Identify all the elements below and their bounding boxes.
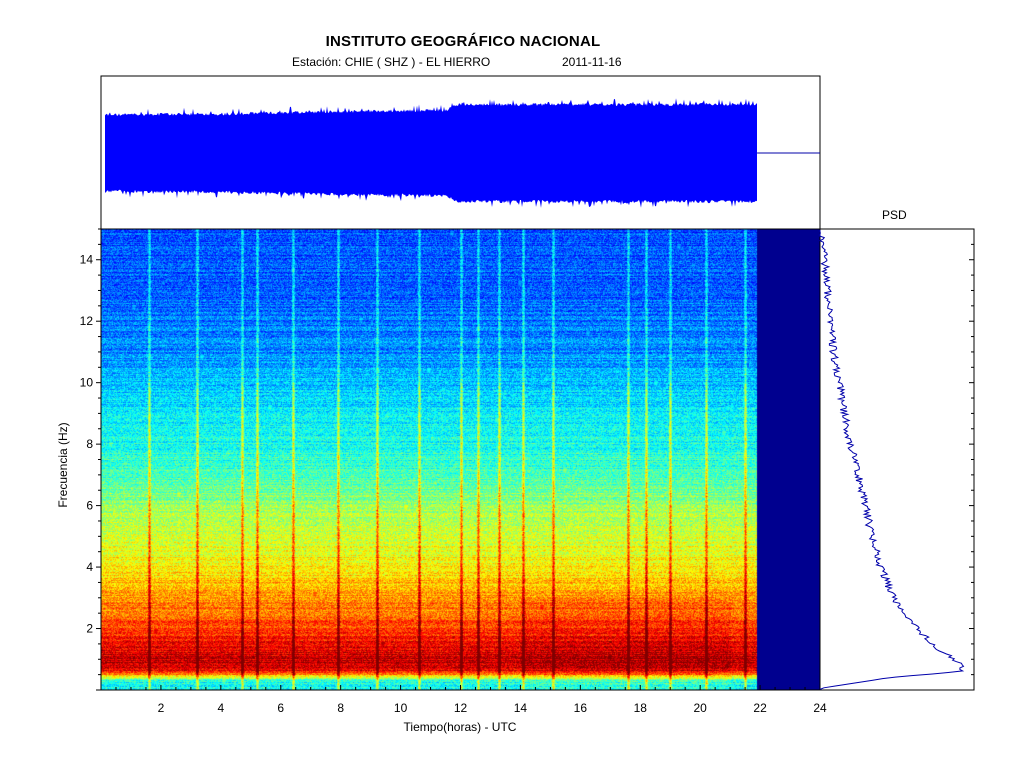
y-tick-label: 2 xyxy=(86,622,93,636)
spectrogram-frame xyxy=(100,228,821,691)
x-tick-label: 18 xyxy=(634,701,648,715)
x-tick-label: 16 xyxy=(574,701,588,715)
psd-right-ticks xyxy=(969,228,974,691)
x-tick-label: 2 xyxy=(158,701,165,715)
y-tick-label: 12 xyxy=(80,314,94,328)
x-tick-label: 22 xyxy=(753,701,767,715)
psd-title: PSD xyxy=(882,208,907,222)
psd-frame xyxy=(819,228,975,691)
x-tick-label: 8 xyxy=(337,701,344,715)
x-axis-title: Tiempo(horas) - UTC xyxy=(403,720,517,734)
x-axis: 2 4 6 8 10 12 14 16 18 20 22 24 xyxy=(100,685,827,715)
y-tick-label: 14 xyxy=(80,253,94,267)
y-tick-label: 8 xyxy=(86,437,93,451)
spectrogram-heatmap xyxy=(101,229,820,690)
waveform-trace xyxy=(105,98,757,208)
chart-title: INSTITUTO GEOGRÁFICO NACIONAL xyxy=(325,33,601,50)
x-tick-label: 6 xyxy=(277,701,284,715)
psd-line xyxy=(818,229,965,690)
y-tick-label: 10 xyxy=(80,376,94,390)
y-tick-label: 6 xyxy=(86,499,93,513)
x-tick-label: 14 xyxy=(514,701,528,715)
y-axis: 2 4 6 8 10 12 14 xyxy=(80,228,101,691)
x-tick-label: 10 xyxy=(394,701,408,715)
x-tick-label: 20 xyxy=(693,701,707,715)
x-tick-label: 4 xyxy=(217,701,224,715)
x-tick-label: 12 xyxy=(454,701,468,715)
station-label: Estación: CHIE ( SHZ ) - EL HIERRO xyxy=(292,55,491,69)
date-label: 2011-11-16 xyxy=(562,55,622,69)
x-tick-label: 24 xyxy=(813,701,827,715)
y-tick-label: 4 xyxy=(86,560,93,574)
